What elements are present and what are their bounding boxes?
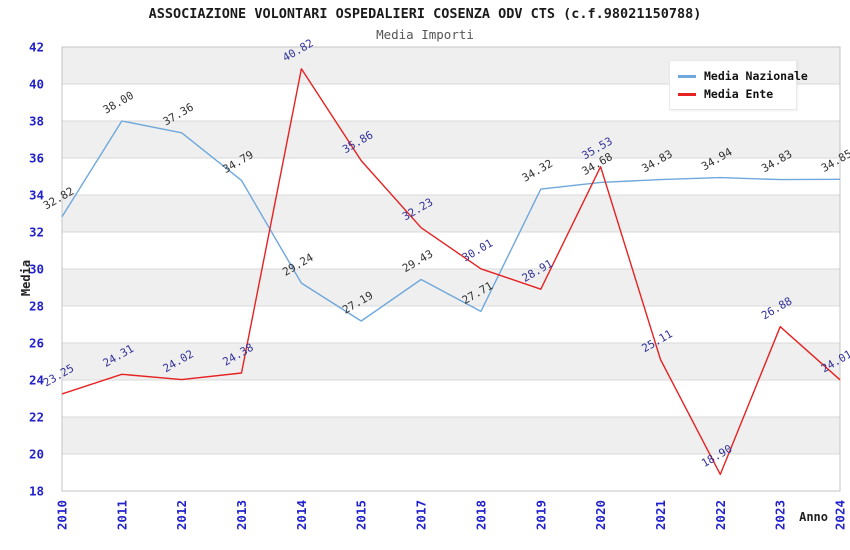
x-axis-ticks: 2010 2011 2012 2013 2014 2015 2017 2018 2019 2020… <box>55 500 848 530</box>
legend-item-nazionale: Media Nazionale <box>678 67 808 85</box>
chart-subtitle: Media Importi <box>376 27 474 42</box>
svg-text:2018: 2018 <box>473 500 488 530</box>
svg-text:2020: 2020 <box>593 500 608 530</box>
svg-text:18: 18 <box>29 484 44 499</box>
svg-text:2013: 2013 <box>234 500 249 530</box>
legend: Media Nazionale Media Ente <box>669 60 808 110</box>
svg-text:2019: 2019 <box>533 500 548 530</box>
chart-title: ASSOCIAZIONE VOLONTARI OSPEDALIERI COSEN… <box>148 6 702 22</box>
svg-text:2017: 2017 <box>414 500 429 530</box>
svg-text:2024: 2024 <box>833 500 848 530</box>
y-axis-title: Media <box>19 259 34 297</box>
plot-bands <box>62 47 840 491</box>
svg-text:2015: 2015 <box>354 500 369 530</box>
svg-text:28: 28 <box>29 299 44 314</box>
svg-text:34: 34 <box>29 188 44 203</box>
svg-text:38: 38 <box>29 114 44 129</box>
y-axis-ticks: 18 20 22 24 26 28 30 32 34 36 38 40 42 <box>29 40 44 499</box>
svg-text:2014: 2014 <box>294 500 309 530</box>
line-swatch-ente <box>678 92 696 96</box>
legend-item-ente: Media Ente <box>678 85 788 103</box>
svg-text:2022: 2022 <box>713 500 728 530</box>
line-swatch-nazionale <box>678 74 696 78</box>
svg-text:2012: 2012 <box>174 500 189 530</box>
svg-text:2010: 2010 <box>55 500 70 530</box>
svg-text:30: 30 <box>29 262 44 277</box>
svg-text:2021: 2021 <box>653 500 668 530</box>
svg-text:2011: 2011 <box>114 500 129 530</box>
svg-text:24: 24 <box>29 373 44 388</box>
svg-text:36: 36 <box>29 151 44 166</box>
svg-text:32: 32 <box>29 225 44 240</box>
plot-border <box>61 46 841 492</box>
svg-text:42: 42 <box>29 40 44 55</box>
svg-text:22: 22 <box>29 410 44 425</box>
svg-text:40: 40 <box>29 77 44 92</box>
legend-label: Media Ente <box>704 87 774 101</box>
legend-label: Media Nazionale <box>704 69 808 83</box>
svg-text:2023: 2023 <box>773 500 788 530</box>
svg-text:26: 26 <box>29 336 44 351</box>
series-lines <box>61 68 841 476</box>
x-axis-title: Anno <box>799 510 828 524</box>
svg-text:20: 20 <box>29 447 44 462</box>
